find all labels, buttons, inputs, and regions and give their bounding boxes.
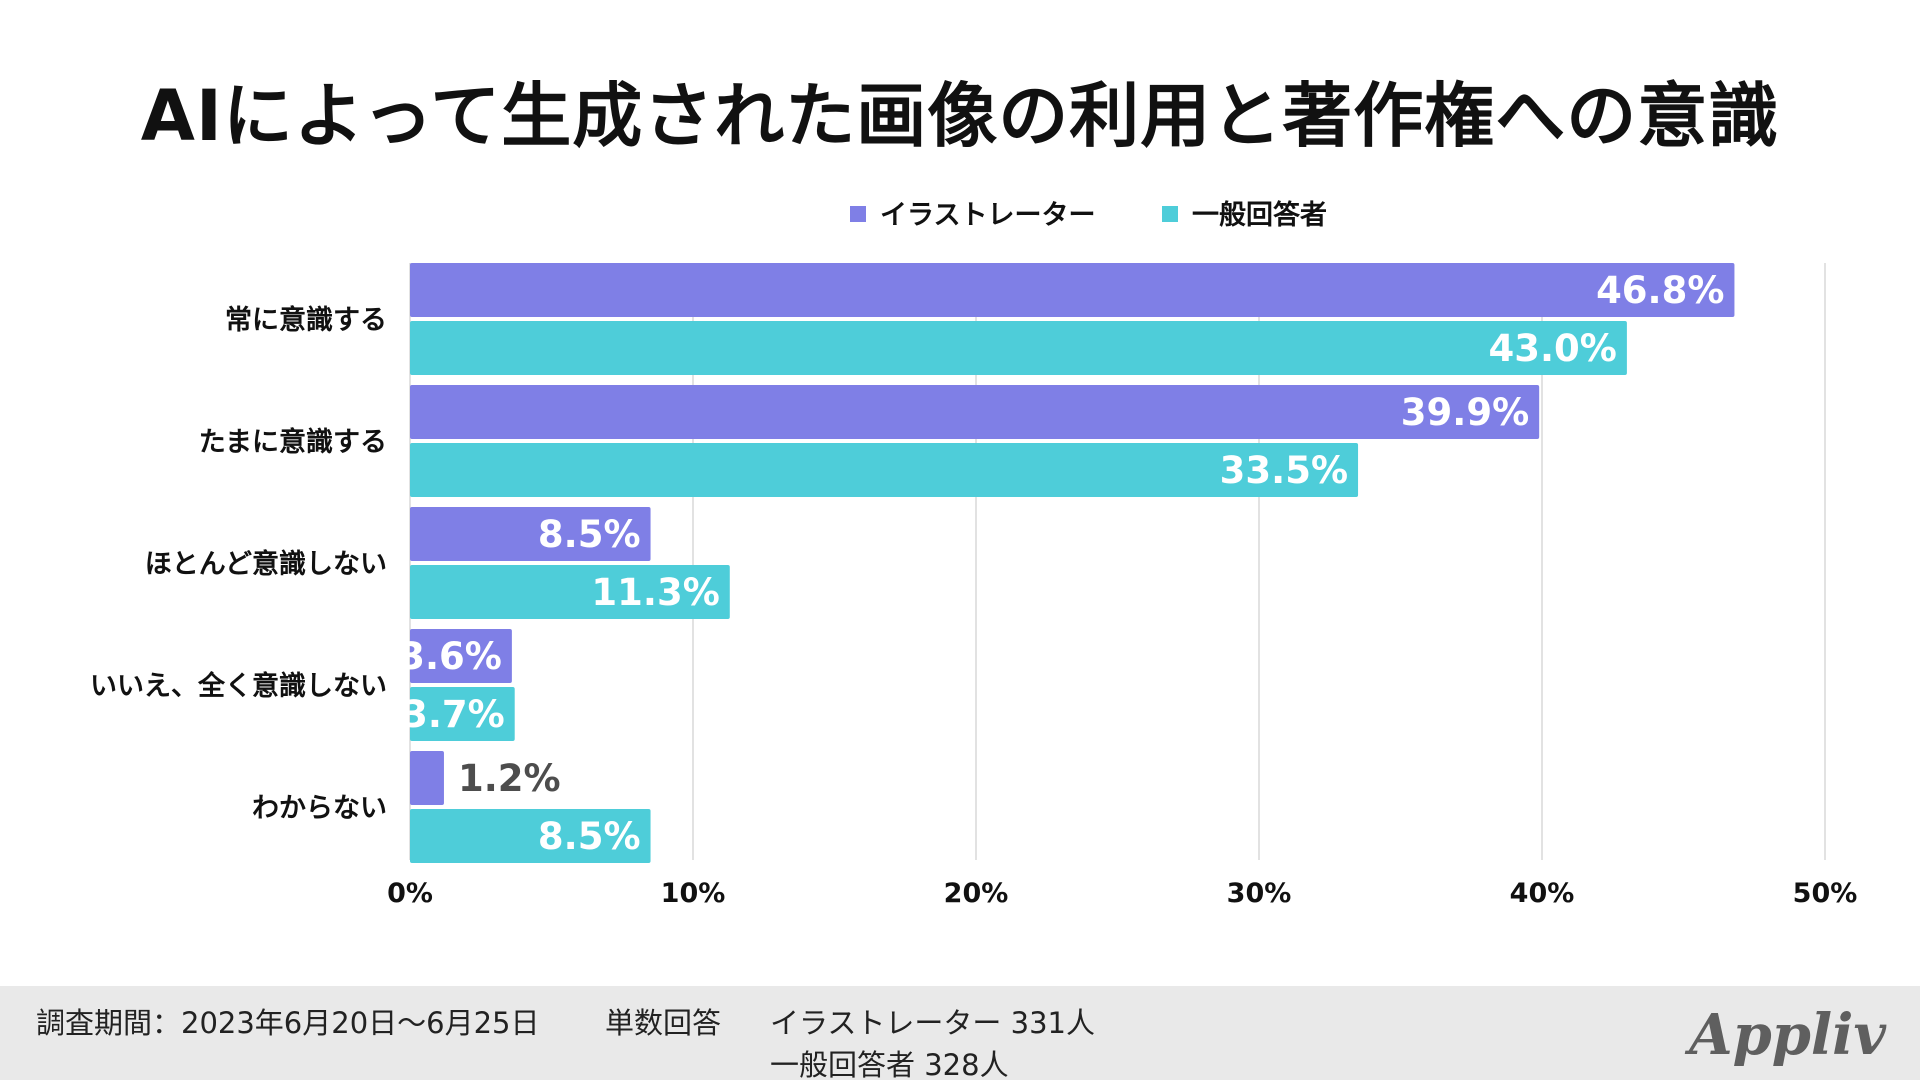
- legend-label-illustrator: イラストレーター: [880, 200, 1095, 231]
- value-label-general: 3.7%: [402, 693, 505, 736]
- value-label-illustrator: 3.6%: [399, 635, 502, 678]
- value-label-general: 11.3%: [591, 571, 719, 614]
- value-label-illustrator: 46.8%: [1596, 269, 1724, 312]
- value-label-general: 43.0%: [1489, 327, 1617, 370]
- legend: イラストレーター 一般回答者: [850, 199, 1327, 231]
- bar-illustrator: [410, 507, 651, 561]
- x-tick-label: 30%: [1227, 878, 1292, 909]
- x-tick-label: 20%: [944, 878, 1009, 909]
- appliv-logo: Appliv: [1689, 1002, 1886, 1068]
- category-label: いいえ、全く意識しない: [90, 670, 387, 702]
- sample-size-general: 一般回答者 328人: [770, 1048, 1009, 1082]
- value-label-illustrator: 39.9%: [1401, 391, 1529, 434]
- chart-title: AIによって生成された画像の利用と著作権への意識: [140, 75, 1780, 157]
- bar-illustrator: [410, 751, 444, 805]
- value-label-general: 33.5%: [1220, 449, 1348, 492]
- bar-general: [410, 809, 651, 863]
- legend-swatch-general: [1162, 206, 1178, 222]
- bar-illustrator: [410, 629, 512, 683]
- bars: [410, 263, 1735, 863]
- value-label-illustrator: 8.5%: [538, 513, 641, 556]
- bar-illustrator: [410, 263, 1735, 317]
- value-label-illustrator: 1.2%: [458, 757, 561, 800]
- x-tick-label: 0%: [387, 878, 433, 909]
- bar-general: [410, 443, 1359, 497]
- footer: 調査期間：2023年6月20日〜6月25日 単数回答 イラストレーター 331人…: [0, 986, 1920, 1082]
- bar-general: [410, 565, 730, 619]
- x-tick-label: 40%: [1510, 878, 1575, 909]
- x-tick-label: 10%: [661, 878, 726, 909]
- category-label: ほとんど意識しない: [145, 548, 387, 580]
- bar-chart: イラストレーター 一般回答者 常に意識するたまに意識するほとんど意識しないいいえ…: [90, 199, 1857, 909]
- legend-label-general: 一般回答者: [1192, 199, 1327, 231]
- bar-illustrator: [410, 385, 1540, 439]
- category-label: わからない: [252, 793, 387, 824]
- x-axis-tick-labels: 0% 10% 20% 30% 40% 50%: [387, 878, 1857, 909]
- answer-type: 単数回答: [605, 1006, 722, 1040]
- category-label: 常に意識する: [225, 304, 387, 336]
- category-label: たまに意識する: [199, 426, 387, 458]
- bar-general: [410, 321, 1627, 375]
- value-label-general: 8.5%: [538, 815, 641, 858]
- sample-size-illustrators: イラストレーター 331人: [770, 1006, 1095, 1040]
- survey-period: 調査期間：2023年6月20日〜6月25日: [36, 1006, 540, 1040]
- x-tick-label: 50%: [1793, 878, 1858, 909]
- value-labels: 46.8% 43.0% 39.9% 33.5% 8.5% 11.3% 3.6% 3.7% 1.2…: [399, 269, 1724, 858]
- bar-general: [410, 687, 515, 741]
- legend-swatch-illustrator: [850, 206, 866, 222]
